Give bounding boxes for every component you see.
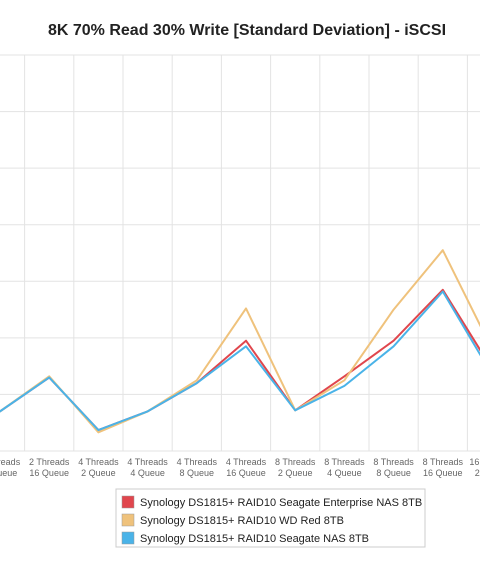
chart-title: 8K 70% Read 30% Write [Standard Deviatio… [48,22,446,39]
series-lines [0,249,480,434]
x-tick-label: 4 Threads 8 Queue [177,457,218,478]
legend-box [115,488,426,548]
x-tick-label: 4 Threads 4 Queue [127,457,168,478]
legend-label: Synology DS1815+ RAID10 WD Red 8TB [140,515,344,527]
x-tick-label: 8 Threads 2 Queue [275,457,316,478]
legend-label: Synology DS1815+ RAID10 Seagate NAS 8TB [140,533,369,545]
x-tick-label: 2 Threads 16 Queue [29,457,70,478]
series-line [0,288,480,432]
x-tick-label: 8 Threads 8 Queue [373,457,414,478]
legend: Synology DS1815+ RAID10 Seagate Enterpri… [115,488,426,548]
x-tick-label: 8 Threads 16 Queue [423,457,464,478]
legend-label: Synology DS1815+ RAID10 Seagate Enterpri… [140,497,422,509]
series-line [0,290,480,432]
series-line [0,249,480,434]
x-tick-label: 8 Threads 4 Queue [324,457,365,478]
x-tick-label: 4 Threads 16 Queue [226,457,267,478]
legend-swatch [121,531,135,545]
x-tick-label: 4 Threads 2 Queue [78,457,119,478]
grid [0,54,480,452]
legend-swatch [121,513,135,527]
legend-swatch [121,495,135,509]
